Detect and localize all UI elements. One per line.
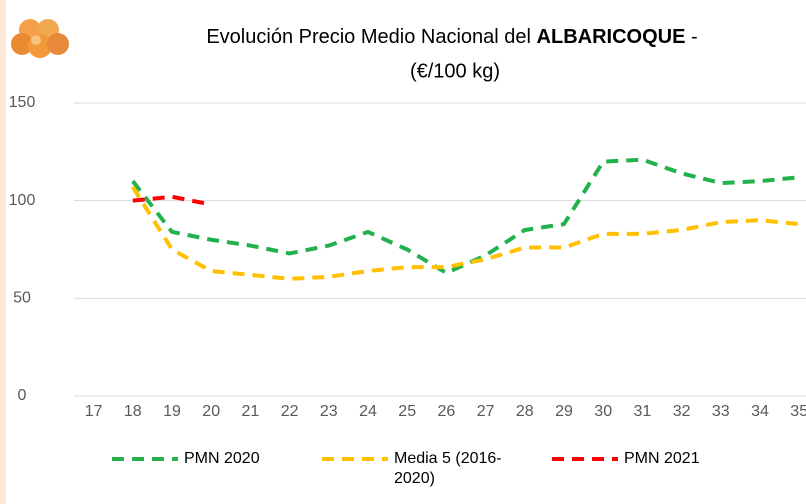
x-tick-label: 29 [555, 403, 573, 420]
series-line [133, 160, 799, 273]
fruit-icon [11, 19, 69, 58]
chart-title: Evolución Precio Medio Nacional del ALBA… [206, 26, 697, 48]
page: Evolución Precio Medio Nacional del ALBA… [0, 0, 806, 504]
x-tick-label: 25 [398, 403, 416, 420]
x-tick-label: 34 [751, 403, 769, 420]
legend-label: Media 5 (2016-2020) [394, 449, 504, 489]
x-tick-label: 35 [790, 403, 806, 420]
y-tick-label: 150 [9, 94, 36, 111]
x-tick-label: 19 [163, 403, 181, 420]
x-tick-label: 28 [516, 403, 534, 420]
chart-subtitle: (€/100 kg) [410, 60, 500, 82]
x-tick-label: 23 [320, 403, 338, 420]
legend-label: PMN 2020 [184, 449, 294, 469]
x-tick-label: 26 [438, 403, 456, 420]
x-tick-label: 31 [634, 403, 652, 420]
x-tick-label: 30 [594, 403, 612, 420]
x-tick-label: 20 [202, 403, 220, 420]
x-tick-label: 33 [712, 403, 730, 420]
x-tick-label: 32 [673, 403, 691, 420]
title-text: Evolución Precio Medio Nacional del [206, 26, 531, 48]
legend-label: PMN 2021 [624, 449, 734, 469]
x-tick-label: 17 [85, 403, 103, 420]
x-tick-label: 27 [477, 403, 495, 420]
chart: Evolución Precio Medio Nacional del ALBA… [0, 0, 806, 504]
title-emphasis: ALBARICOQUE [537, 26, 686, 48]
x-tick-label: 24 [359, 403, 377, 420]
y-tick-label: 100 [9, 192, 36, 209]
side-stripe [0, 0, 6, 504]
y-tick-label: 0 [18, 387, 27, 404]
x-tick-label: 21 [242, 403, 260, 420]
x-tick-label: 22 [281, 403, 299, 420]
y-tick-label: 50 [13, 290, 31, 307]
x-tick-label: 18 [124, 403, 142, 420]
title-suffix: - [691, 26, 698, 48]
